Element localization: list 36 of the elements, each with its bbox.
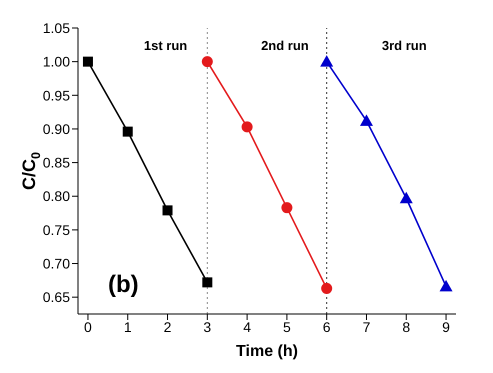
- annotation: 2nd run: [261, 38, 309, 53]
- point: [162, 205, 173, 216]
- y-tick-label: 0.90: [42, 120, 70, 137]
- point: [320, 55, 334, 67]
- annotation: (b): [108, 271, 139, 298]
- point: [360, 114, 373, 126]
- annotation: 3rd run: [382, 38, 427, 53]
- point: [202, 56, 213, 68]
- x-tick-label: 8: [402, 318, 410, 335]
- x-tick-label: 4: [243, 318, 252, 335]
- point: [440, 280, 453, 292]
- x-tick-label: 2: [164, 318, 172, 335]
- y-tick-label: 1.05: [42, 20, 70, 36]
- y-tick-label: 0.95: [42, 87, 70, 104]
- point: [321, 282, 332, 294]
- x-tick-label: 6: [322, 318, 331, 335]
- point: [202, 277, 212, 288]
- point: [242, 121, 253, 132]
- x-axis-title: Time (h): [236, 343, 298, 360]
- y-tick-label: 1.00: [42, 54, 70, 70]
- x-tick-label: 0: [84, 318, 92, 335]
- y-tick-label: 0.80: [42, 188, 70, 204]
- point: [281, 202, 292, 214]
- x-tick-label: 5: [282, 318, 291, 335]
- y-tick-label: 0.70: [42, 256, 70, 272]
- x-tick-label: 3: [203, 318, 212, 335]
- y-tick-label: 0.75: [42, 222, 70, 238]
- point: [82, 56, 93, 67]
- x-tick-label: 1: [124, 318, 132, 335]
- x-tick-label: 9: [442, 318, 450, 335]
- x-tick-label: 7: [362, 318, 371, 335]
- point: [122, 126, 133, 137]
- point: [400, 192, 413, 204]
- y-tick-label: 0.85: [42, 154, 70, 171]
- annotation: 1st run: [144, 38, 188, 53]
- y-tick-label: 0.65: [42, 289, 70, 306]
